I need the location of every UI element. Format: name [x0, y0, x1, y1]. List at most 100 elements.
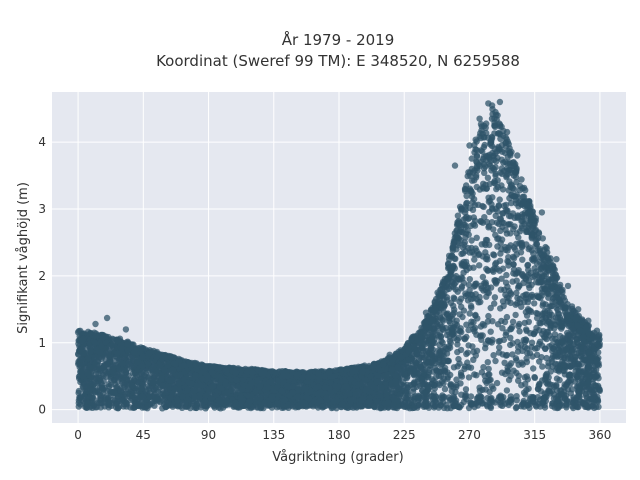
data-point [494, 243, 501, 250]
data-point [460, 269, 467, 276]
data-point [468, 237, 475, 244]
data-point [488, 339, 495, 346]
data-point [458, 373, 466, 380]
data-point [447, 299, 455, 306]
data-point [498, 219, 506, 226]
data-point [479, 202, 486, 210]
data-point [274, 383, 281, 390]
data-point [138, 385, 145, 392]
data-point [580, 345, 587, 352]
data-point [437, 333, 445, 341]
data-point [470, 295, 477, 302]
data-point [410, 385, 417, 392]
data-point [437, 362, 445, 369]
data-point [569, 386, 576, 393]
data-point [111, 377, 118, 384]
data-point [513, 289, 520, 297]
data-point [430, 358, 437, 365]
data-point [554, 361, 561, 368]
data-point [487, 157, 495, 165]
data-point [462, 386, 470, 393]
data-point [478, 241, 485, 248]
data-point [471, 222, 479, 229]
data-point [429, 350, 436, 357]
data-point [481, 214, 488, 221]
data-point [456, 360, 463, 367]
data-point [554, 353, 561, 360]
data-point [530, 250, 537, 257]
data-point [490, 226, 497, 233]
data-point [440, 317, 447, 324]
data-point [117, 387, 124, 394]
data-point [392, 373, 399, 380]
data-point [124, 386, 132, 393]
data-point [543, 328, 550, 336]
data-point [543, 354, 550, 362]
data-point [130, 363, 138, 370]
data-point [484, 359, 491, 366]
data-point [509, 318, 517, 325]
data-point [518, 303, 525, 310]
data-point [499, 298, 507, 305]
data-point [584, 381, 592, 388]
data-point [453, 376, 460, 383]
data-point [520, 336, 527, 344]
data-point [465, 281, 473, 289]
data-point [455, 334, 462, 341]
data-point [496, 257, 504, 264]
data-point [222, 381, 229, 388]
data-point [444, 311, 451, 319]
data-point [473, 234, 480, 241]
data-point [481, 169, 488, 176]
data-point [470, 319, 477, 326]
data-point [551, 383, 558, 390]
data-point [507, 289, 514, 297]
data-point [528, 339, 536, 346]
data-point [484, 318, 492, 325]
data-point [591, 362, 598, 370]
data-point [477, 323, 485, 330]
data-point [510, 367, 517, 374]
data-point [524, 261, 532, 269]
data-point [470, 214, 477, 221]
data-point [507, 242, 514, 249]
data-point [538, 292, 546, 299]
data-point [507, 372, 514, 380]
data-point [476, 262, 483, 269]
data-point [577, 353, 584, 360]
data-point [523, 312, 531, 319]
data-point [459, 261, 466, 268]
data-point [549, 353, 557, 360]
data-point [527, 269, 534, 276]
data-point [516, 320, 523, 328]
data-point [535, 385, 542, 393]
data-point [523, 326, 530, 333]
data-point [504, 221, 512, 228]
data-point [548, 311, 555, 319]
data-point [312, 384, 320, 392]
data-point [489, 206, 496, 213]
data-point [484, 284, 491, 292]
data-point [478, 336, 485, 343]
data-point [488, 219, 496, 226]
data-point [487, 328, 494, 335]
data-point [248, 379, 255, 387]
data-point [588, 354, 595, 361]
data-point [370, 384, 377, 391]
data-point [476, 387, 484, 394]
data-point [502, 139, 509, 146]
data-point [522, 291, 529, 298]
data-point [515, 344, 522, 351]
data-point [408, 365, 415, 372]
data-point [531, 345, 539, 352]
data-point [480, 364, 487, 371]
data-point [503, 387, 511, 394]
data-point [545, 294, 552, 301]
data-point [485, 194, 492, 201]
data-point [254, 377, 261, 384]
data-point [87, 348, 95, 355]
data-point [418, 344, 426, 352]
data-point [498, 317, 505, 325]
data-point [492, 170, 499, 177]
